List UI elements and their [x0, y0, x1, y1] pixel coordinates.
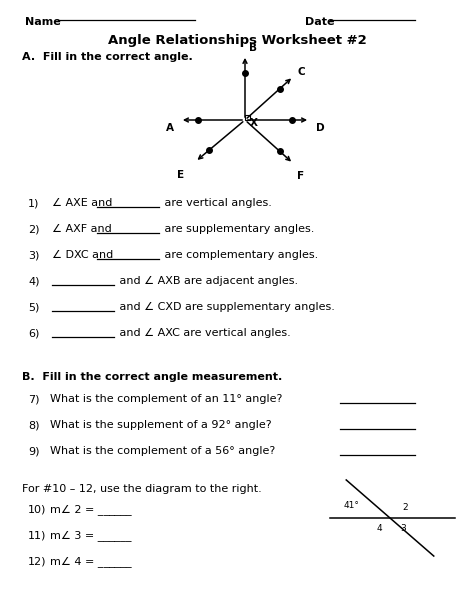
- Text: and ∠ CXD are supplementary angles.: and ∠ CXD are supplementary angles.: [116, 302, 335, 312]
- Text: X: X: [250, 118, 258, 128]
- Text: 3: 3: [400, 524, 406, 533]
- Text: 5): 5): [28, 302, 39, 312]
- Text: E: E: [177, 170, 184, 180]
- Text: What is the complement of an 11° angle?: What is the complement of an 11° angle?: [50, 394, 283, 404]
- Text: 11): 11): [28, 530, 46, 540]
- Text: A.  Fill in the correct angle.: A. Fill in the correct angle.: [22, 52, 193, 62]
- Text: are complementary angles.: are complementary angles.: [161, 250, 318, 260]
- Text: 7): 7): [28, 394, 39, 404]
- Text: are supplementary angles.: are supplementary angles.: [161, 224, 314, 234]
- Text: 8): 8): [28, 420, 39, 430]
- Text: 4: 4: [376, 524, 382, 533]
- Text: 10): 10): [28, 504, 46, 514]
- Text: Name: Name: [25, 17, 61, 27]
- Text: What is the complement of a 56° angle?: What is the complement of a 56° angle?: [50, 446, 275, 456]
- Text: m∠ 4 = ______: m∠ 4 = ______: [50, 556, 132, 567]
- Text: ∠ DXC and: ∠ DXC and: [52, 250, 117, 260]
- Text: 9): 9): [28, 446, 39, 456]
- Text: Angle Relationships Worksheet #2: Angle Relationships Worksheet #2: [108, 34, 366, 47]
- Text: Date: Date: [305, 17, 335, 27]
- Text: 6): 6): [28, 328, 39, 338]
- Text: B.  Fill in the correct angle measurement.: B. Fill in the correct angle measurement…: [22, 372, 282, 382]
- Text: m∠ 2 = ______: m∠ 2 = ______: [50, 504, 132, 515]
- Text: 1): 1): [28, 198, 39, 208]
- Text: 2): 2): [28, 224, 39, 234]
- Text: C: C: [297, 66, 305, 77]
- Text: D: D: [316, 123, 325, 133]
- Text: A: A: [166, 123, 174, 133]
- Text: 2: 2: [402, 503, 408, 512]
- Text: For #10 – 12, use the diagram to the right.: For #10 – 12, use the diagram to the rig…: [22, 484, 262, 494]
- Text: 4): 4): [28, 276, 39, 286]
- Bar: [245, 115, 250, 120]
- Text: What is the supplement of a 92° angle?: What is the supplement of a 92° angle?: [50, 420, 272, 430]
- Text: m∠ 3 = ______: m∠ 3 = ______: [50, 530, 131, 541]
- Text: 12): 12): [28, 556, 46, 566]
- Text: and ∠ AXC are vertical angles.: and ∠ AXC are vertical angles.: [116, 328, 291, 338]
- Text: ∠ AXF and: ∠ AXF and: [52, 224, 115, 234]
- Text: F: F: [297, 172, 304, 181]
- Text: are vertical angles.: are vertical angles.: [161, 198, 272, 208]
- Text: 41°: 41°: [344, 501, 360, 510]
- Text: ∠ AXE and: ∠ AXE and: [52, 198, 116, 208]
- Text: and ∠ AXB are adjacent angles.: and ∠ AXB are adjacent angles.: [116, 276, 298, 286]
- Text: 3): 3): [28, 250, 39, 260]
- Text: B: B: [249, 43, 257, 53]
